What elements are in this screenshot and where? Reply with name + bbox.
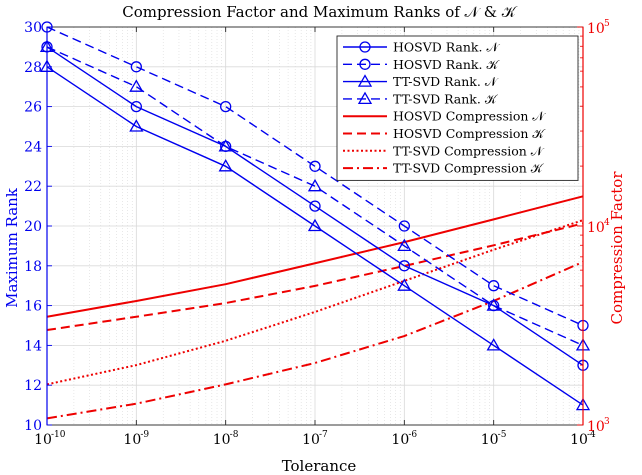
legend: HOSVD Rank. 𝒩 HOSVD Rank. 𝒦 TT-SVD Rank. 𝒩…	[336, 35, 579, 181]
y-tick-exponent-right: 3	[604, 417, 610, 427]
y-tick-label-left: 24	[24, 139, 42, 155]
series-line	[46, 46, 584, 366]
series-6	[46, 222, 584, 332]
y-tick-label-left: 10	[24, 418, 42, 434]
y-tick-label-left: 22	[24, 179, 42, 195]
legend-marker	[357, 91, 373, 105]
data-point	[488, 280, 500, 292]
x-tick-exponent: -5	[498, 430, 507, 440]
x-tick-label: 10	[213, 432, 231, 448]
data-point	[218, 139, 233, 152]
legend-entry: HOSVD Rank. 𝒩	[343, 40, 501, 55]
data-point	[307, 178, 323, 192]
x-tick-label: 10	[570, 432, 588, 448]
data-point	[486, 338, 501, 351]
series-5	[46, 195, 584, 318]
legend-marker	[357, 74, 373, 87]
legend-label: HOSVD Compression 𝒦	[393, 126, 546, 141]
legend-label: HOSVD Rank. 𝒩	[393, 40, 501, 55]
legend-label: HOSVD Compression 𝒩	[393, 109, 547, 124]
y-tick-label-left: 20	[24, 219, 42, 235]
data-point	[398, 220, 410, 232]
data-point	[130, 100, 142, 113]
series-layer	[39, 21, 591, 420]
x-tick-label: 10	[302, 432, 320, 448]
y-tick-label-right: 10	[587, 220, 605, 236]
data-point	[309, 200, 321, 212]
legend-label: TT-SVD Compression 𝒩	[393, 143, 546, 158]
legend-box	[336, 35, 579, 181]
legend-entry: TT-SVD Rank. 𝒩	[343, 74, 500, 89]
series-2	[41, 21, 589, 332]
data-point	[397, 278, 412, 291]
legend-entry: TT-SVD Compression 𝒦	[343, 161, 545, 176]
data-point	[397, 238, 412, 252]
y-axis-label-left: Maximum Rank	[3, 187, 21, 308]
data-point	[307, 218, 323, 232]
series-line	[46, 195, 584, 318]
y-tick-label-right: 10	[587, 21, 605, 37]
x-tick-label: 10	[481, 432, 499, 448]
y-tick-label-right: 10	[587, 419, 605, 435]
y-axis-label-right: Compression Factor	[608, 171, 626, 325]
legend-label: HOSVD Rank. 𝒦	[393, 57, 500, 72]
y-tick-label-left: 26	[24, 100, 42, 116]
x-axis-label: Tolerance	[282, 457, 357, 475]
legend-marker	[359, 58, 371, 70]
x-tick-label: 10	[123, 432, 141, 448]
data-point	[129, 119, 144, 132]
legend-entry: HOSVD Rank. 𝒦	[343, 57, 500, 72]
series-line	[46, 66, 584, 406]
data-point	[220, 100, 232, 113]
y-tick-label-left: 14	[24, 338, 42, 354]
data-point	[486, 298, 501, 311]
data-point	[218, 158, 233, 172]
legend-label: TT-SVD Rank. 𝒦	[393, 91, 499, 106]
x-tick-exponent: -6	[408, 430, 417, 440]
axes-layer: 10 -10 10 -9 10 -8 10 -7 10 -6 10 -5 10 -410121416182…	[24, 19, 610, 448]
data-point	[129, 79, 144, 92]
series-1	[41, 41, 589, 371]
y-tick-label-left: 12	[24, 378, 42, 394]
legend-entry: TT-SVD Rank. 𝒦	[343, 91, 499, 106]
series-line	[46, 219, 584, 386]
x-tick-exponent: -7	[319, 430, 328, 440]
x-tick-label: 10	[391, 432, 409, 448]
legend-label: TT-SVD Compression 𝒦	[393, 161, 545, 176]
x-tick-label: 10	[34, 432, 52, 448]
chart-title: Compression Factor and Maximum Ranks of …	[122, 3, 518, 21]
series-line	[46, 222, 584, 332]
legend-label: TT-SVD Rank. 𝒩	[393, 74, 500, 89]
x-tick-exponent: -8	[230, 430, 239, 440]
legend-marker	[359, 41, 371, 53]
y-tick-exponent-right: 5	[604, 19, 610, 29]
x-tick-exponent: -4	[587, 430, 596, 440]
series-7	[46, 219, 584, 386]
legend-entry: TT-SVD Compression 𝒩	[343, 143, 546, 158]
legend-entry: HOSVD Compression 𝒩	[343, 109, 547, 124]
data-point	[309, 160, 321, 172]
x-tick-exponent: -10	[51, 430, 66, 440]
legend-entry: HOSVD Compression 𝒦	[343, 126, 546, 141]
data-point	[398, 260, 410, 272]
y-tick-label-left: 18	[24, 259, 42, 275]
y-tick-label-left: 30	[24, 20, 42, 36]
x-tick-exponent: -9	[140, 430, 149, 440]
y-tick-label-left: 16	[24, 299, 42, 315]
y-tick-label-left: 28	[24, 60, 42, 76]
data-point	[130, 61, 142, 73]
y-tick-exponent-right: 4	[604, 218, 610, 228]
series-4	[39, 39, 591, 351]
